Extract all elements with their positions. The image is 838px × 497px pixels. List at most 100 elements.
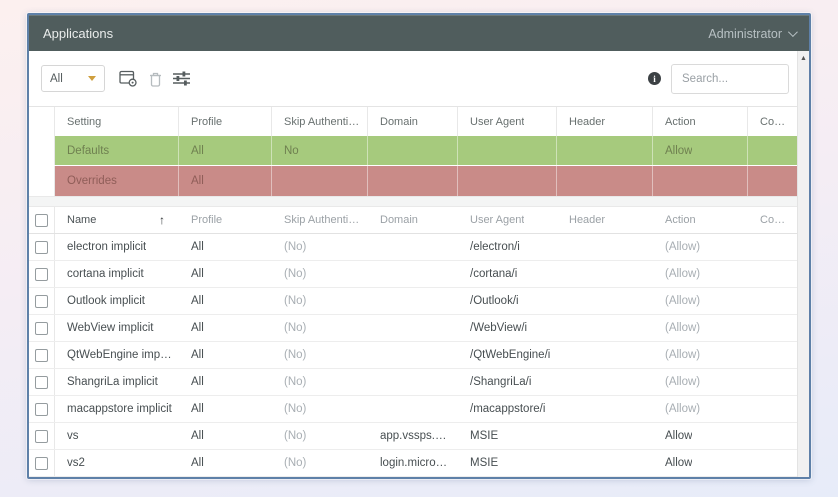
page-title: Applications bbox=[43, 26, 114, 41]
cell-text: app.vssps.visualst... bbox=[380, 430, 452, 442]
header-cell-comment[interactable]: Comment bbox=[748, 207, 797, 233]
cell-text: (No) bbox=[284, 403, 307, 415]
app-row[interactable]: ShangriLa implicit All (No) /ShangriLa/i (Al… bbox=[29, 369, 797, 396]
cell-skip-authentication: (No) bbox=[272, 261, 368, 287]
app-row[interactable]: cortana implicit All (No) /cortana/i (Allow) bbox=[29, 261, 797, 288]
cell-domain bbox=[368, 288, 458, 314]
cell-text: Domain bbox=[380, 214, 418, 226]
delete-icon[interactable] bbox=[149, 71, 162, 87]
cell-action: (Allow) bbox=[653, 315, 748, 341]
app-row[interactable]: QtWebEngine implicit All (No) /QtWebEngine/… bbox=[29, 342, 797, 369]
filter-settings-icon[interactable] bbox=[173, 71, 190, 86]
scroll-up-icon[interactable]: ▲ bbox=[800, 55, 807, 62]
cell-text: All bbox=[191, 241, 204, 253]
cell-text: QtWebEngine implicit bbox=[67, 349, 173, 361]
cell-comment bbox=[748, 288, 797, 314]
defaults-row[interactable]: Defaults All No Allow bbox=[29, 136, 797, 166]
info-icon[interactable]: i bbox=[648, 72, 661, 85]
header-cell-user-agent[interactable]: User Agent bbox=[458, 207, 557, 233]
cell-text: Header bbox=[569, 214, 606, 226]
cell-text: cortana implicit bbox=[67, 268, 144, 280]
row-checkbox[interactable] bbox=[35, 402, 48, 416]
cell-profile: All bbox=[179, 450, 272, 476]
row-checkbox[interactable] bbox=[35, 375, 48, 389]
cell-name: macappstore implicit bbox=[55, 396, 179, 422]
chevron-down-icon bbox=[787, 27, 798, 38]
app-row[interactable]: macappstore implicit All (No) /macappstore/… bbox=[29, 396, 797, 423]
cell-text: (No) bbox=[284, 457, 307, 469]
app-row[interactable]: WebView implicit All (No) /WebView/i (Allow) bbox=[29, 315, 797, 342]
cell-header bbox=[557, 423, 653, 449]
header-cell-header: Header bbox=[557, 107, 653, 136]
cell-text: Comment bbox=[760, 214, 791, 226]
vertical-scrollbar[interactable]: ▲ bbox=[797, 51, 809, 477]
app-row[interactable]: vs2 All (No) login.microsoftonl... MSIE Allow bbox=[29, 450, 797, 477]
app-row[interactable]: electron implicit All (No) /electron/i (Allo… bbox=[29, 234, 797, 261]
cell-text: Profile bbox=[191, 214, 223, 226]
add-application-icon[interactable] bbox=[119, 70, 138, 87]
defaults-table-body: Defaults All No Allow Overrides All bbox=[29, 136, 797, 196]
search-input[interactable] bbox=[671, 63, 789, 94]
cell-name: cortana implicit bbox=[55, 261, 179, 287]
row-checkbox[interactable] bbox=[35, 240, 48, 254]
cell-setting: Defaults bbox=[55, 136, 179, 165]
header-cell-action[interactable]: Action bbox=[653, 207, 748, 233]
row-select-cell bbox=[29, 234, 55, 260]
cell-text: Header bbox=[569, 115, 606, 128]
app-row[interactable]: vs All (No) app.vssps.visualst... MSIE Allow bbox=[29, 423, 797, 450]
cell-domain bbox=[368, 315, 458, 341]
cell-profile: All bbox=[179, 166, 272, 196]
cell-skip-authentication: No bbox=[272, 136, 368, 165]
header-cell-skip-authentication[interactable]: Skip Authentication bbox=[272, 207, 368, 233]
row-checkbox[interactable] bbox=[35, 429, 48, 443]
header-cell-profile[interactable]: Profile bbox=[179, 207, 272, 233]
select-all-checkbox[interactable] bbox=[35, 213, 48, 227]
cell-profile: All bbox=[179, 369, 272, 395]
cell-text: All bbox=[191, 349, 204, 361]
cell-header bbox=[557, 450, 653, 476]
row-checkbox[interactable] bbox=[35, 348, 48, 362]
cell-text: electron implicit bbox=[67, 241, 147, 253]
row-checkbox[interactable] bbox=[35, 267, 48, 281]
cell-text: User Agent bbox=[470, 214, 525, 226]
cell-domain: login.microsoftonl... bbox=[368, 450, 458, 476]
user-menu[interactable]: Administrator bbox=[708, 27, 798, 41]
cell-text: WebView implicit bbox=[67, 322, 154, 334]
header-cell-header[interactable]: Header bbox=[557, 207, 653, 233]
header-cell-skip-authentication: Skip Authentication bbox=[272, 107, 368, 136]
cell-user-agent: /Outlook/i bbox=[458, 288, 557, 314]
cell-user-agent bbox=[458, 166, 557, 196]
cell-text: /WebView/i bbox=[470, 322, 528, 334]
cell-text: (No) bbox=[284, 241, 307, 253]
cell-skip-authentication: (No) bbox=[272, 423, 368, 449]
cell-action: (Allow) bbox=[653, 234, 748, 260]
cell-text: All bbox=[191, 175, 204, 187]
app-row[interactable]: Outlook implicit All (No) /Outlook/i (Allow) bbox=[29, 288, 797, 315]
cell-text: Defaults bbox=[67, 144, 110, 157]
cell-comment bbox=[748, 396, 797, 422]
cell-user-agent: MSIE bbox=[458, 423, 557, 449]
cell-text: Overrides bbox=[67, 175, 117, 187]
cell-text: All bbox=[191, 268, 204, 280]
cell-text: vs2 bbox=[67, 457, 85, 469]
cell-text: (Allow) bbox=[665, 295, 701, 307]
cell-profile: All bbox=[179, 423, 272, 449]
cell-text: All bbox=[191, 457, 204, 469]
cell-text: Comment bbox=[760, 115, 791, 128]
row-select-cell bbox=[29, 396, 55, 422]
cell-setting: Overrides bbox=[55, 166, 179, 196]
cell-domain bbox=[368, 136, 458, 165]
cell-user-agent bbox=[458, 136, 557, 165]
cell-name: QtWebEngine implicit bbox=[55, 342, 179, 368]
cell-text: Action bbox=[665, 214, 696, 226]
header-cell-domain[interactable]: Domain bbox=[368, 207, 458, 233]
header-cell-name[interactable]: Name ↑ bbox=[55, 207, 179, 233]
row-checkbox[interactable] bbox=[35, 321, 48, 335]
cell-profile: All bbox=[179, 234, 272, 260]
cell-header bbox=[557, 136, 653, 165]
profile-filter-dropdown[interactable]: All bbox=[41, 65, 105, 92]
row-checkbox[interactable] bbox=[35, 294, 48, 308]
overrides-row[interactable]: Overrides All bbox=[29, 166, 797, 196]
row-checkbox[interactable] bbox=[35, 456, 48, 470]
cell-text: vs bbox=[67, 430, 79, 442]
